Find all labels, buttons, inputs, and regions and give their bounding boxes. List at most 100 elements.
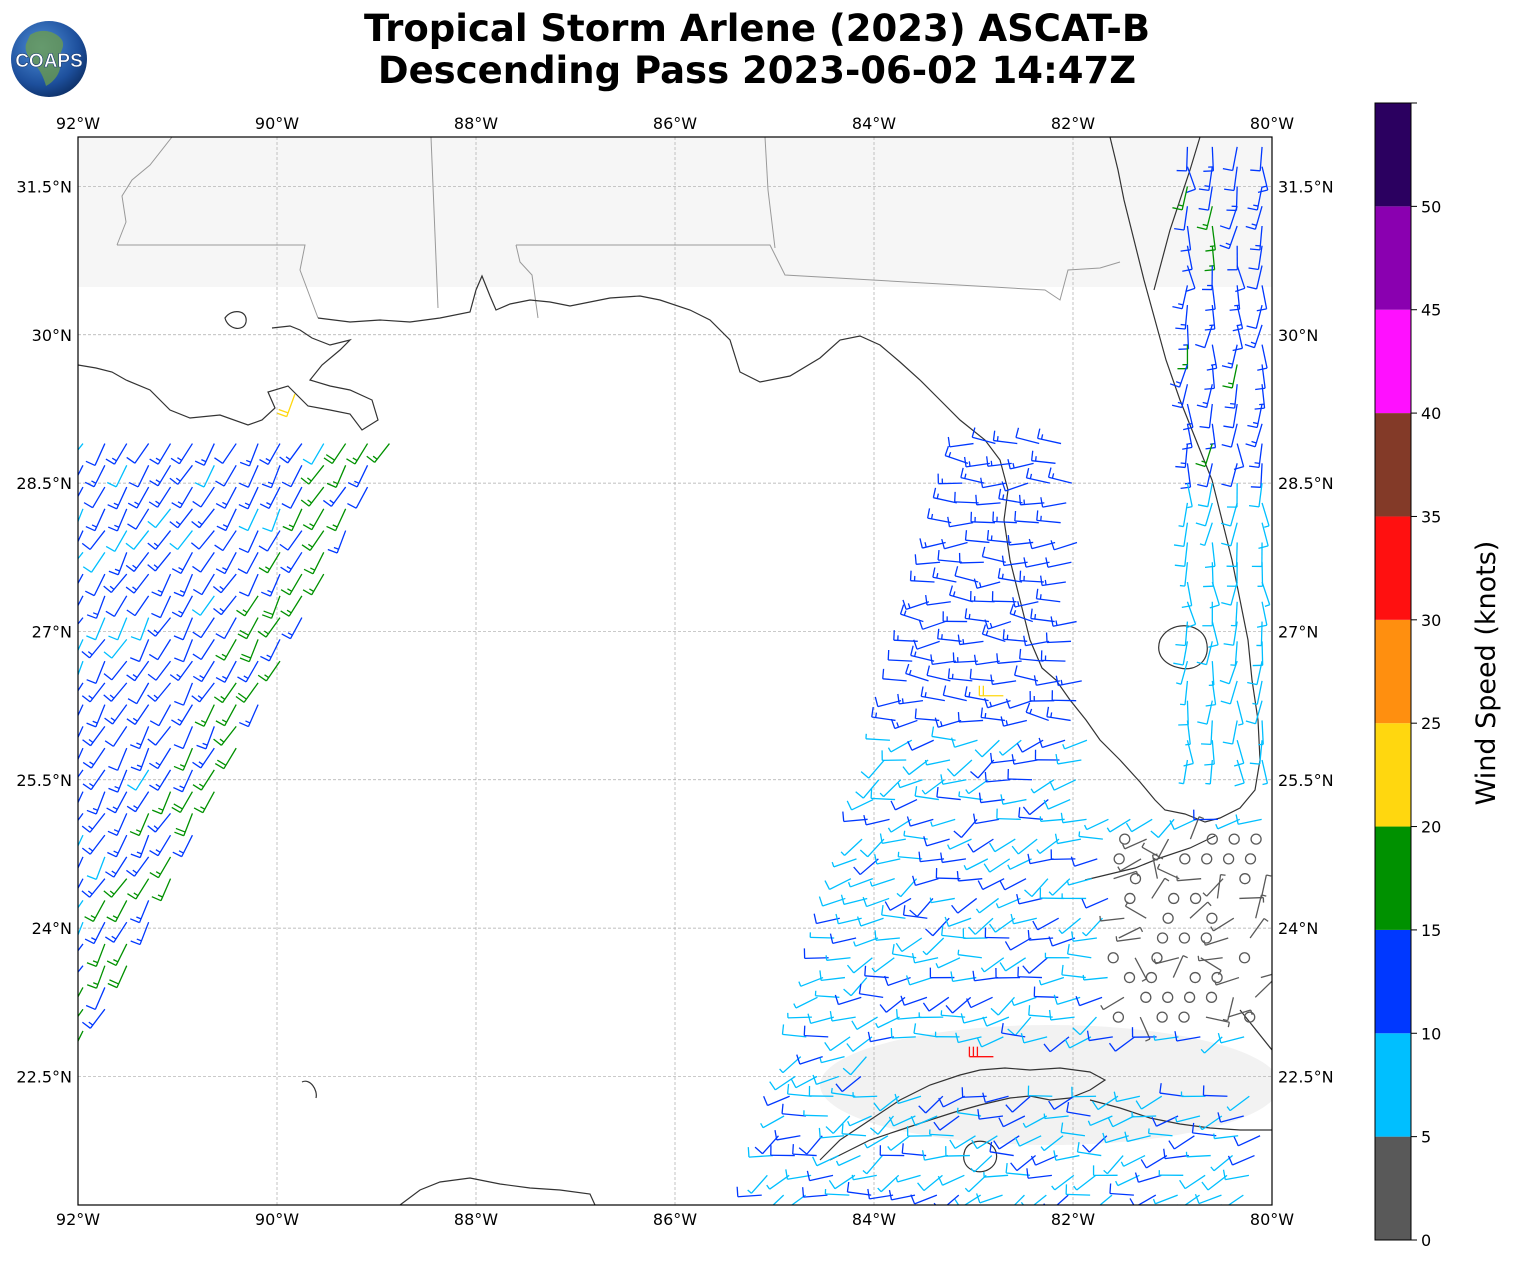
barb-staff	[1227, 1009, 1251, 1018]
barb-full-feather	[261, 591, 271, 597]
barb-full-feather	[918, 1105, 927, 1114]
wind-barb	[1222, 146, 1238, 172]
wind-barb	[1027, 853, 1054, 865]
barb-half-feather	[1226, 1106, 1231, 1112]
barb-full-feather	[1011, 845, 1019, 855]
barb-half-feather	[158, 807, 164, 811]
barb-half-feather	[92, 807, 98, 811]
barb-full-feather	[937, 549, 940, 561]
barb-staff	[949, 522, 974, 528]
barb-full-feather	[61, 827, 69, 833]
barb-staff	[833, 858, 857, 868]
barb-half-feather	[1199, 543, 1205, 547]
wind-barb	[192, 617, 215, 639]
wind-barb	[918, 1012, 944, 1019]
wind-barb	[1183, 991, 1196, 1003]
barb-staff	[1236, 324, 1244, 349]
wind-barb	[787, 1012, 812, 1019]
barb-staff	[865, 738, 890, 741]
barb-full-feather	[957, 634, 961, 645]
barb-staff	[877, 1016, 900, 1029]
barb-half-feather	[110, 717, 116, 722]
barb-staff	[1083, 976, 1108, 981]
wind-barb	[127, 486, 150, 509]
barb-full-feather	[239, 461, 250, 467]
barb-full-feather	[1026, 1168, 1029, 1179]
barb-half-feather	[114, 568, 120, 572]
barb-staff	[986, 1016, 1010, 1027]
barb-staff	[1208, 403, 1213, 428]
barb-full-feather	[940, 774, 944, 785]
barb-staff	[942, 779, 967, 785]
barb-half-feather	[1152, 853, 1158, 856]
barb-half-feather	[1022, 1122, 1027, 1128]
barb-full-feather	[238, 503, 249, 510]
wind-barb	[881, 904, 906, 919]
barb-full-feather	[841, 1123, 844, 1134]
wind-barb	[1247, 660, 1263, 686]
wind-barb	[957, 712, 984, 723]
wind-barb	[1001, 555, 1028, 567]
barb-staff	[902, 1152, 927, 1157]
wind-barb	[1203, 937, 1229, 946]
barb-full-feather	[984, 771, 987, 782]
barb-staff	[973, 1155, 993, 1173]
wind-barb	[86, 791, 106, 815]
barb-half-feather	[1012, 462, 1015, 469]
barb-staff	[799, 1056, 823, 1065]
barb-half-feather	[1213, 1133, 1215, 1139]
barb-half-feather	[875, 1022, 879, 1028]
barb-half-feather	[747, 1189, 752, 1194]
barb-staff	[1186, 423, 1193, 448]
barb-half-feather	[1202, 892, 1208, 897]
calm-wind-circle	[1201, 853, 1213, 865]
wind-barb	[1244, 324, 1263, 349]
wind-barb	[1055, 753, 1082, 765]
barb-half-feather	[1203, 940, 1206, 946]
barb-full-feather	[1020, 1033, 1025, 1044]
barb-staff	[90, 725, 106, 747]
barb-full-feather	[982, 1016, 988, 1027]
barb-half-feather	[887, 747, 892, 753]
barb-staff	[1186, 265, 1196, 289]
wind-barb	[902, 759, 929, 776]
wind-barb	[1213, 976, 1240, 986]
barb-full-feather	[1053, 994, 1058, 1005]
wind-barb	[921, 779, 945, 795]
barb-half-feather	[93, 982, 99, 986]
barb-full-feather	[818, 1127, 821, 1138]
barb-staff	[897, 1174, 921, 1183]
barb-full-feather	[215, 480, 225, 487]
barb-staff	[957, 954, 982, 959]
barb-half-feather	[956, 1107, 959, 1113]
wind-barb	[1045, 557, 1072, 568]
barb-staff	[1055, 1154, 1080, 1161]
barb-half-feather	[219, 607, 225, 613]
wind-barb	[1108, 1036, 1136, 1052]
wind-barb	[1140, 1154, 1168, 1169]
wind-barb	[1200, 1036, 1223, 1054]
wind-barb	[792, 1144, 817, 1157]
wind-barb	[78, 617, 84, 626]
barb-full-feather	[147, 520, 157, 529]
barb-staff	[1109, 818, 1131, 833]
barb-full-feather	[923, 836, 928, 847]
wind-barb	[1073, 1174, 1097, 1191]
barb-staff	[989, 858, 1011, 873]
barb-full-feather	[1254, 407, 1265, 410]
wind-barb	[1226, 1095, 1250, 1112]
wind-barb	[237, 617, 259, 640]
barb-staff	[821, 1056, 845, 1064]
barb-full-feather	[888, 1116, 895, 1127]
calm-wind-circle	[1206, 833, 1218, 845]
wind-barb	[1076, 1142, 1102, 1157]
graticule	[78, 137, 1272, 1205]
barb-half-feather	[89, 782, 94, 787]
wind-barb	[1255, 894, 1267, 919]
wind-barb	[1131, 1027, 1157, 1038]
barb-staff	[1064, 739, 1088, 750]
barb-full-feather	[103, 673, 113, 681]
barb-staff	[1004, 878, 1027, 891]
barb-staff	[1198, 957, 1223, 962]
wind-barb	[1224, 384, 1238, 409]
